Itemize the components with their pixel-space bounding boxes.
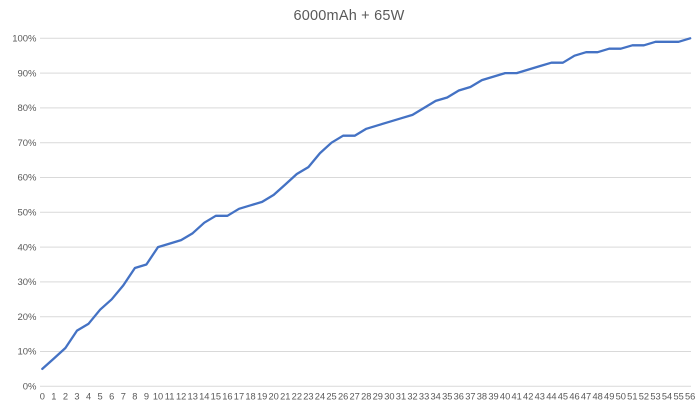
x-tick-label: 23 bbox=[303, 392, 313, 402]
x-tick-label: 2 bbox=[63, 392, 68, 402]
x-tick-label: 46 bbox=[569, 392, 579, 402]
x-tick-label: 29 bbox=[373, 392, 383, 402]
x-tick-label: 38 bbox=[477, 392, 487, 402]
x-tick-label: 31 bbox=[396, 392, 406, 402]
x-tick-label: 39 bbox=[488, 392, 498, 402]
y-tick-label: 80% bbox=[17, 103, 37, 114]
x-tick-label: 33 bbox=[419, 392, 429, 402]
y-tick-label: 40% bbox=[17, 242, 37, 253]
x-tick-label: 26 bbox=[338, 392, 348, 402]
x-tick-label: 13 bbox=[188, 392, 198, 402]
x-tick-label: 9 bbox=[144, 392, 149, 402]
x-tick-label: 42 bbox=[523, 392, 533, 402]
x-tick-label: 8 bbox=[132, 392, 137, 402]
y-tick-label: 10% bbox=[17, 347, 37, 358]
series-line bbox=[41, 37, 692, 371]
x-tick-label: 22 bbox=[292, 392, 302, 402]
y-tick-label: 0% bbox=[23, 382, 37, 393]
x-tick-label: 43 bbox=[535, 392, 545, 402]
x-tick-label: 45 bbox=[558, 392, 568, 402]
x-tick-label: 48 bbox=[592, 392, 602, 402]
x-tick-label: 35 bbox=[442, 392, 452, 402]
x-tick-label: 4 bbox=[86, 392, 91, 402]
x-tick-label: 7 bbox=[121, 392, 126, 402]
x-tick-label: 52 bbox=[639, 392, 649, 402]
x-tick-label: 18 bbox=[245, 392, 255, 402]
x-tick-label: 36 bbox=[454, 392, 464, 402]
x-tick-label: 21 bbox=[280, 392, 290, 402]
x-tick-label: 37 bbox=[465, 392, 475, 402]
x-tick-label: 54 bbox=[662, 392, 672, 402]
x-tick-label: 14 bbox=[199, 392, 209, 402]
x-tick-label: 55 bbox=[673, 392, 683, 402]
x-tick-label: 50 bbox=[616, 392, 626, 402]
x-tick-label: 34 bbox=[430, 392, 440, 402]
x-tick-label: 11 bbox=[165, 392, 175, 402]
x-tick-label: 10 bbox=[153, 392, 163, 402]
y-tick-label: 20% bbox=[17, 312, 37, 323]
y-tick-label: 50% bbox=[17, 208, 37, 219]
x-tick-label: 15 bbox=[211, 392, 221, 402]
x-tick-label: 19 bbox=[257, 392, 267, 402]
x-tick-label: 3 bbox=[74, 392, 79, 402]
x-tick-label: 12 bbox=[176, 392, 186, 402]
y-tick-label: 60% bbox=[17, 173, 37, 184]
chart-title: 6000mAh + 65W bbox=[293, 8, 405, 24]
x-tick-label: 44 bbox=[546, 392, 556, 402]
x-tick-label: 32 bbox=[407, 392, 417, 402]
y-tick-label: 100% bbox=[12, 34, 37, 45]
x-tick-label: 47 bbox=[581, 392, 591, 402]
x-tick-label: 20 bbox=[269, 392, 279, 402]
x-tick-label: 30 bbox=[384, 392, 394, 402]
x-tick-label: 51 bbox=[627, 392, 637, 402]
x-tick-label: 41 bbox=[511, 392, 521, 402]
x-tick-label: 5 bbox=[98, 392, 103, 402]
x-tick-label: 17 bbox=[234, 392, 244, 402]
x-tick-label: 1 bbox=[51, 392, 56, 402]
x-tick-label: 49 bbox=[604, 392, 614, 402]
x-tick-label: 0 bbox=[40, 392, 45, 402]
x-tick-label: 56 bbox=[685, 392, 695, 402]
x-tick-label: 24 bbox=[315, 392, 325, 402]
x-tick-label: 28 bbox=[361, 392, 371, 402]
y-tick-label: 70% bbox=[17, 138, 37, 149]
x-tick-label: 40 bbox=[500, 392, 510, 402]
y-tick-label: 30% bbox=[17, 277, 37, 288]
y-tick-label: 90% bbox=[17, 68, 37, 79]
x-tick-label: 27 bbox=[350, 392, 360, 402]
x-tick-label: 25 bbox=[326, 392, 336, 402]
x-tick-label: 16 bbox=[222, 392, 232, 402]
x-tick-label: 53 bbox=[650, 392, 660, 402]
x-tick-label: 6 bbox=[109, 392, 114, 402]
